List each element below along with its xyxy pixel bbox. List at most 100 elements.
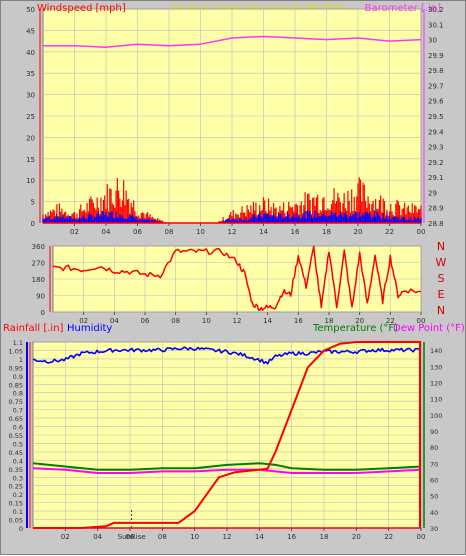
rainfall-tick-label: 0.6 bbox=[13, 424, 23, 432]
windspeed-tick-label: 10 bbox=[26, 177, 35, 185]
wind-x-tick-label: 18 bbox=[322, 228, 331, 236]
weather-x-tick-label: 00 bbox=[417, 533, 426, 541]
barometer-tick-label: 29 bbox=[428, 189, 437, 197]
wind-x-tick-label: 10 bbox=[196, 228, 205, 236]
compass-label-2: S bbox=[438, 272, 445, 285]
wind-direction-line bbox=[52, 245, 422, 312]
rainfall-tick-label: 0.45 bbox=[9, 449, 23, 457]
rainfall-line bbox=[33, 341, 421, 529]
barometer-tick-label: 29.8 bbox=[428, 67, 444, 75]
rainfall-tick-label: 0.65 bbox=[9, 415, 23, 423]
temperature-tick-label: 50 bbox=[430, 493, 438, 501]
rainfall-tick-label: 0.2 bbox=[13, 491, 23, 499]
rainfall-tick-label: 0.85 bbox=[9, 381, 23, 389]
direction-tick-label: 90 bbox=[36, 293, 45, 301]
direction-x-tick-label: 16 bbox=[294, 317, 303, 325]
wind-x-tick-label: 20 bbox=[354, 228, 363, 236]
weather-x-tick-label: 22 bbox=[384, 533, 393, 541]
rainfall-tick-label: 1 bbox=[19, 356, 23, 364]
rainfall-tick-label: 0.75 bbox=[9, 398, 23, 406]
windspeed-axis-title: Windspeed [mph] bbox=[37, 3, 126, 14]
humidity-line bbox=[32, 346, 420, 365]
rainfall-tick-label: 0.05 bbox=[9, 517, 23, 525]
wind-x-tick-label: 12 bbox=[228, 228, 237, 236]
temperature-tick-label: 80 bbox=[430, 444, 438, 452]
dewpoint-line bbox=[32, 467, 422, 474]
temperature-tick-label: 30 bbox=[430, 525, 438, 533]
wind-x-tick-label: 16 bbox=[291, 228, 300, 236]
barometer-tick-label: 28.9 bbox=[428, 205, 444, 213]
temperature-line bbox=[32, 462, 422, 471]
direction-x-tick-label: 10 bbox=[202, 317, 211, 325]
direction-tick-label: 0 bbox=[41, 309, 45, 317]
barometer-tick-label: 30.1 bbox=[428, 21, 444, 29]
rainfall-tick-label: 0.55 bbox=[9, 432, 23, 440]
weather-x-tick-label: 14 bbox=[255, 533, 264, 541]
direction-tick-label: 360 bbox=[32, 243, 45, 251]
barometer-tick-label: 30 bbox=[428, 37, 437, 45]
barometer-tick-label: 29.2 bbox=[428, 159, 444, 167]
weather-x-tick-label: 08 bbox=[158, 533, 167, 541]
rainfall-tick-label: 0.9 bbox=[13, 373, 23, 381]
windspeed-tick-label: 0 bbox=[31, 220, 35, 228]
rainfall-tick-label: 0.25 bbox=[9, 483, 23, 491]
barometer-tick-label: 29.9 bbox=[428, 52, 444, 60]
windspeed-tick-label: 35 bbox=[26, 70, 35, 78]
rainfall-tick-label: 0.1 bbox=[13, 508, 23, 516]
weather-x-tick-label: 20 bbox=[352, 533, 361, 541]
windspeed-tick-label: 45 bbox=[26, 27, 35, 35]
wind-x-tick-label: 22 bbox=[385, 228, 394, 236]
windspeed-tick-label: 25 bbox=[26, 113, 35, 121]
weather-x-tick-label: 10 bbox=[190, 533, 199, 541]
rainfall-tick-label: 0.15 bbox=[9, 500, 23, 508]
barometer-tick-label: 28.8 bbox=[428, 220, 444, 228]
barometer-tick-label: 29.4 bbox=[428, 128, 444, 136]
direction-x-tick-label: 06 bbox=[141, 317, 150, 325]
wind-x-tick-label: 02 bbox=[70, 228, 79, 236]
sunrise-label: SunRise bbox=[118, 533, 146, 541]
compass-label-0: N bbox=[437, 240, 445, 253]
weather-x-tick-label: 06 bbox=[126, 533, 135, 541]
direction-x-tick-label: 20 bbox=[355, 317, 364, 325]
rainfall-tick-label: 1.05 bbox=[9, 347, 23, 355]
rainfall-tick-label: 1.1 bbox=[13, 339, 23, 347]
rainfall-tick-label: 0.95 bbox=[9, 364, 23, 372]
direction-tick-label: 270 bbox=[32, 260, 45, 268]
rainfall-tick-label: 0.5 bbox=[13, 440, 23, 448]
direction-x-tick-label: 00 bbox=[417, 317, 426, 325]
rainfall-axis-title: Rainfall [.in] bbox=[3, 323, 64, 334]
temperature-tick-label: 90 bbox=[430, 428, 438, 436]
barometer-tick-label: 29.3 bbox=[428, 144, 444, 152]
rainfall-tick-label: 0.8 bbox=[13, 390, 23, 398]
direction-x-tick-label: 22 bbox=[386, 317, 395, 325]
rainfall-tick-label: 0.4 bbox=[13, 457, 23, 465]
wind-x-tick-label: 14 bbox=[259, 228, 268, 236]
weather-x-tick-label: 04 bbox=[93, 533, 102, 541]
barometer-tick-label: 29.7 bbox=[428, 82, 444, 90]
temperature-tick-label: 70 bbox=[430, 460, 438, 468]
wind-x-tick-label: 06 bbox=[133, 228, 142, 236]
windspeed-tick-label: 15 bbox=[26, 156, 35, 164]
temperature-tick-label: 120 bbox=[430, 379, 442, 387]
temperature-tick-label: 100 bbox=[430, 412, 442, 420]
windspeed-tick-label: 40 bbox=[26, 49, 35, 57]
compass-label-3: E bbox=[438, 288, 445, 301]
humidity-axis-title: Humidity bbox=[67, 323, 112, 334]
rainfall-tick-label: 0 bbox=[19, 525, 23, 533]
temperature-tick-label: 40 bbox=[430, 509, 438, 517]
direction-x-tick-label: 04 bbox=[110, 317, 119, 325]
direction-x-tick-label: 08 bbox=[171, 317, 180, 325]
barometer-tick-label: 29.1 bbox=[428, 174, 444, 182]
weather-x-tick-label: 12 bbox=[223, 533, 232, 541]
temperature-tick-label: 60 bbox=[430, 476, 438, 484]
windspeed-tick-label: 5 bbox=[31, 199, 35, 207]
wind-x-tick-label: 04 bbox=[102, 228, 111, 236]
weather-x-tick-label: 02 bbox=[61, 533, 70, 541]
barometer-tick-label: 30.2 bbox=[428, 6, 444, 14]
rainfall-tick-label: 0.3 bbox=[13, 474, 23, 482]
barometer-tick-label: 29.6 bbox=[428, 98, 444, 106]
temperature-tick-label: 110 bbox=[430, 396, 442, 404]
compass-label-1: W bbox=[436, 256, 447, 269]
